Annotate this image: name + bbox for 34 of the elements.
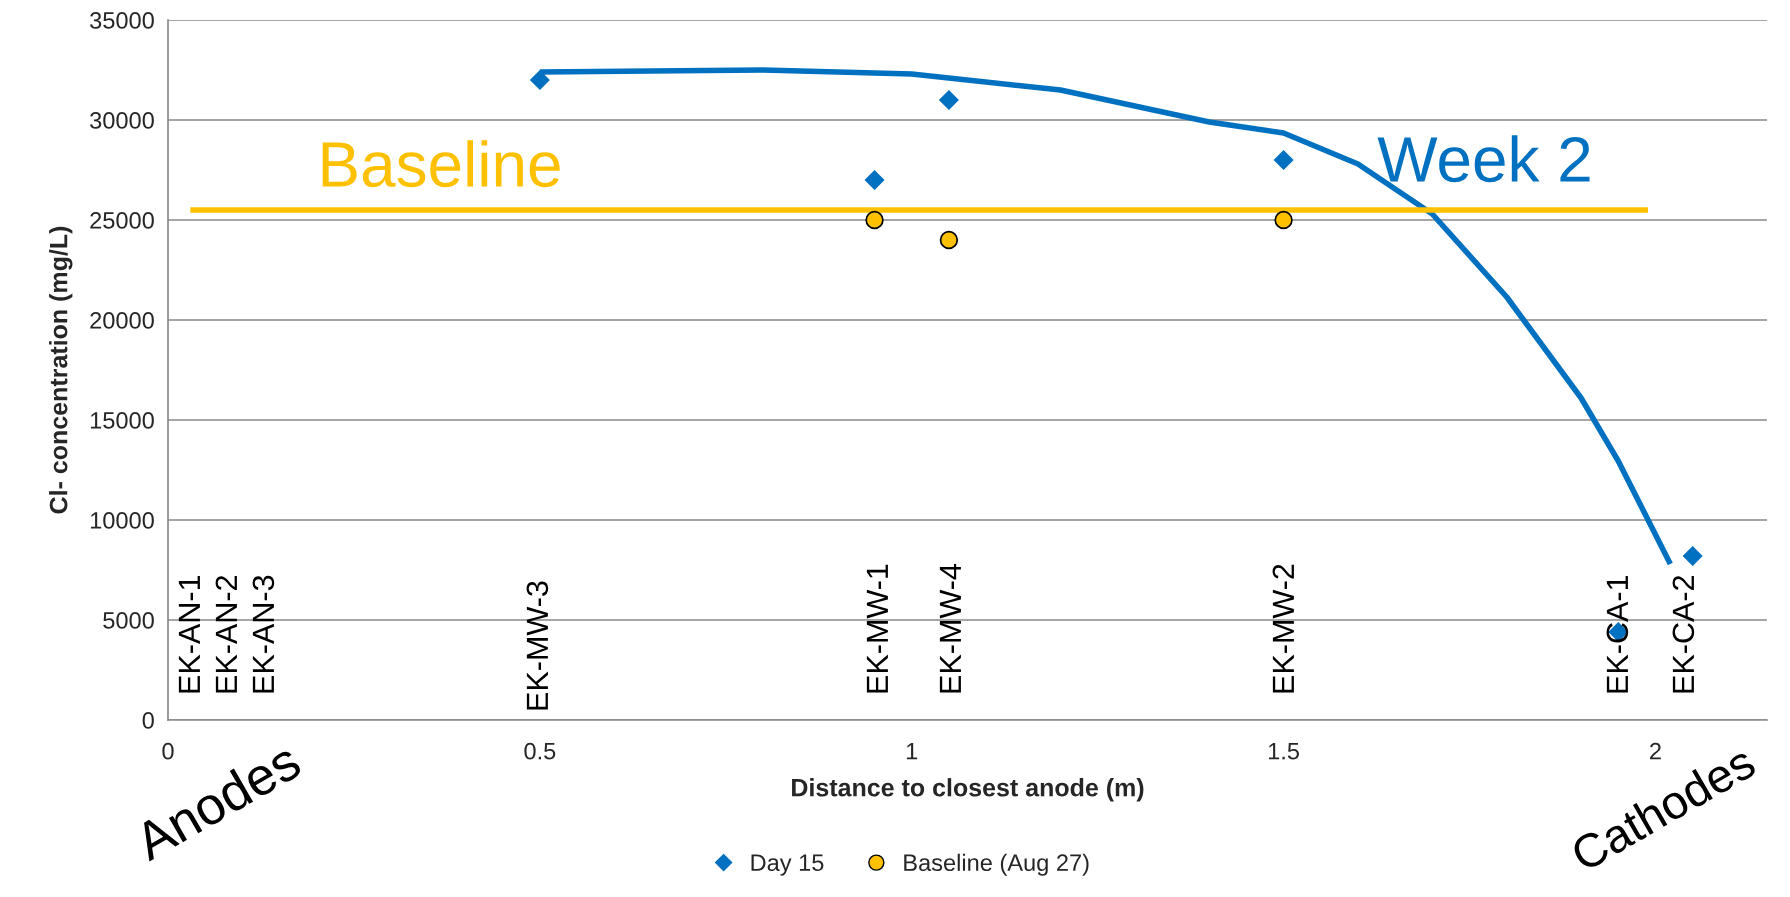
y-tick-label: 10000 xyxy=(90,512,154,529)
x-axis-title: Distance to closest anode (m) xyxy=(792,778,1144,802)
point xyxy=(865,210,884,230)
annotation: Week 2 xyxy=(1377,135,1590,183)
y-tick-label: 20000 xyxy=(90,312,154,329)
y-tick-label: 15000 xyxy=(90,412,154,429)
y-axis-title: Cl- concentration (mg/L) xyxy=(49,226,73,514)
point xyxy=(864,170,885,190)
point xyxy=(939,230,959,250)
point xyxy=(1274,210,1293,230)
legend-label: Baseline (Aug 27) xyxy=(904,853,1089,876)
x-tick-label: 1.5 xyxy=(1268,743,1299,760)
point xyxy=(1273,150,1294,170)
annotation: EK-CA-2 xyxy=(1672,575,1695,693)
annotation: EK-AN-1 xyxy=(178,575,200,693)
y-tick-label: 0 xyxy=(142,712,154,729)
point xyxy=(1682,546,1703,566)
annotation: Baseline xyxy=(322,140,560,188)
x-tick-label: 1 xyxy=(906,743,918,760)
annotation: EK-MW-1 xyxy=(866,564,888,693)
annotation: EK-CA-1 xyxy=(1606,575,1629,693)
point xyxy=(939,90,959,110)
y-tick-label: 5000 xyxy=(103,612,154,629)
y-tick-label: 25000 xyxy=(90,212,154,229)
point xyxy=(530,70,550,90)
annotation: EK-MW-4 xyxy=(939,564,961,693)
y-tick-label: 30000 xyxy=(90,112,154,129)
annotation: EK-AN-2 xyxy=(215,575,237,693)
annotation: EK-MW-3 xyxy=(526,581,549,710)
x-tick-label: 0.5 xyxy=(524,742,556,760)
annotation: EK-MW-2 xyxy=(1272,564,1294,693)
y-tick-label: 35000 xyxy=(90,12,154,29)
annotation: EK-AN-3 xyxy=(252,575,275,693)
legend-label: Day 15 xyxy=(751,854,824,876)
